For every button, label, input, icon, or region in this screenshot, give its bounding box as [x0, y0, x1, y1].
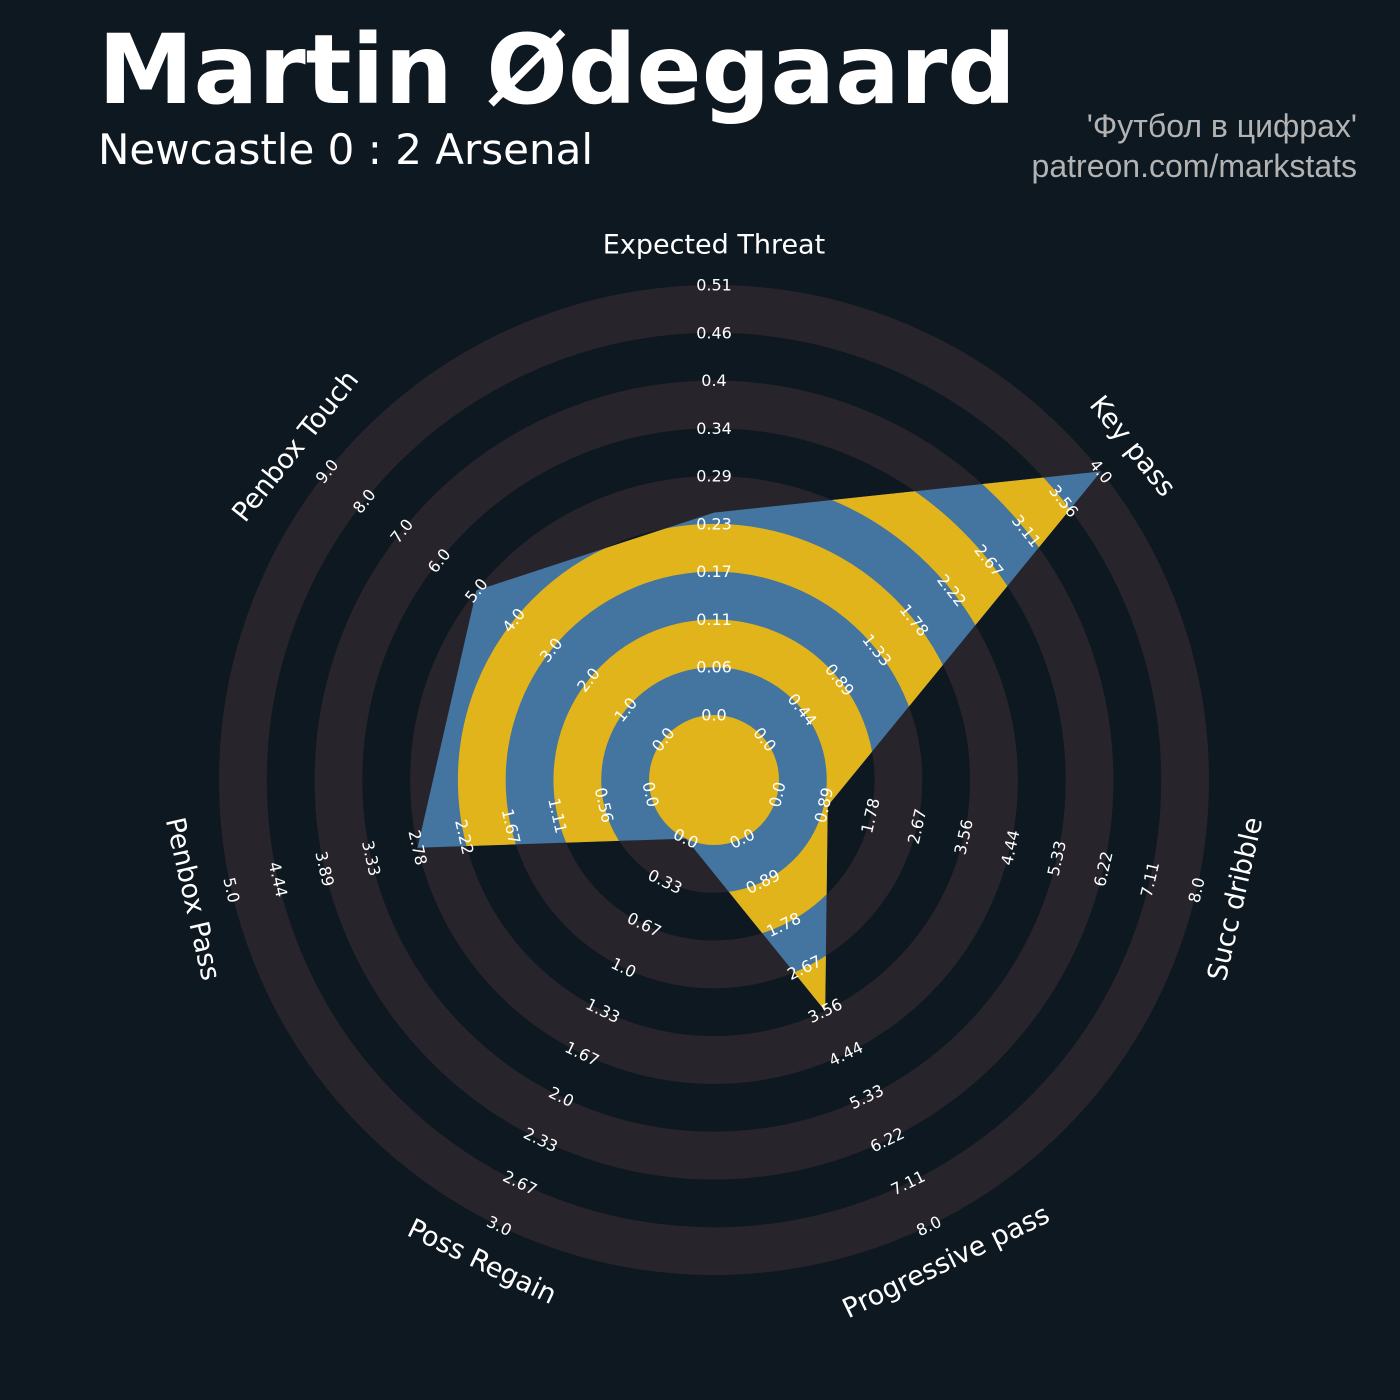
- credit-channel: 'Футбол в цифрах': [1086, 108, 1357, 144]
- tick-label: 0.51: [696, 276, 732, 295]
- tick-label: 0.0: [701, 706, 726, 725]
- player-name-title: Martin Ødegaard: [98, 14, 1016, 126]
- tick-label: 0.46: [696, 323, 732, 342]
- category-label: Penbox Pass: [159, 815, 226, 984]
- credit-url: patreon.com/markstats: [1031, 148, 1357, 184]
- tick-label: 0.4: [701, 371, 726, 390]
- tick-label: 0.11: [696, 610, 732, 629]
- tick-label: 0.29: [696, 467, 732, 486]
- background-ring: [314, 380, 1114, 1180]
- match-subtitle: Newcastle 0 : 2 Arsenal: [98, 125, 594, 174]
- polygon-center-disc: [649, 715, 779, 845]
- category-label: Expected Threat: [603, 230, 825, 261]
- tick-label: 0.34: [696, 419, 732, 438]
- background-ring: [218, 284, 1210, 1276]
- tick-label: 0.06: [696, 658, 732, 677]
- tick-label: 0.17: [696, 562, 732, 581]
- tick-label: 0.23: [696, 514, 732, 533]
- credits: 'Футбол в цифрах' patreon.com/markstats: [1032, 106, 1357, 186]
- category-label: Succ dribble: [1202, 814, 1269, 983]
